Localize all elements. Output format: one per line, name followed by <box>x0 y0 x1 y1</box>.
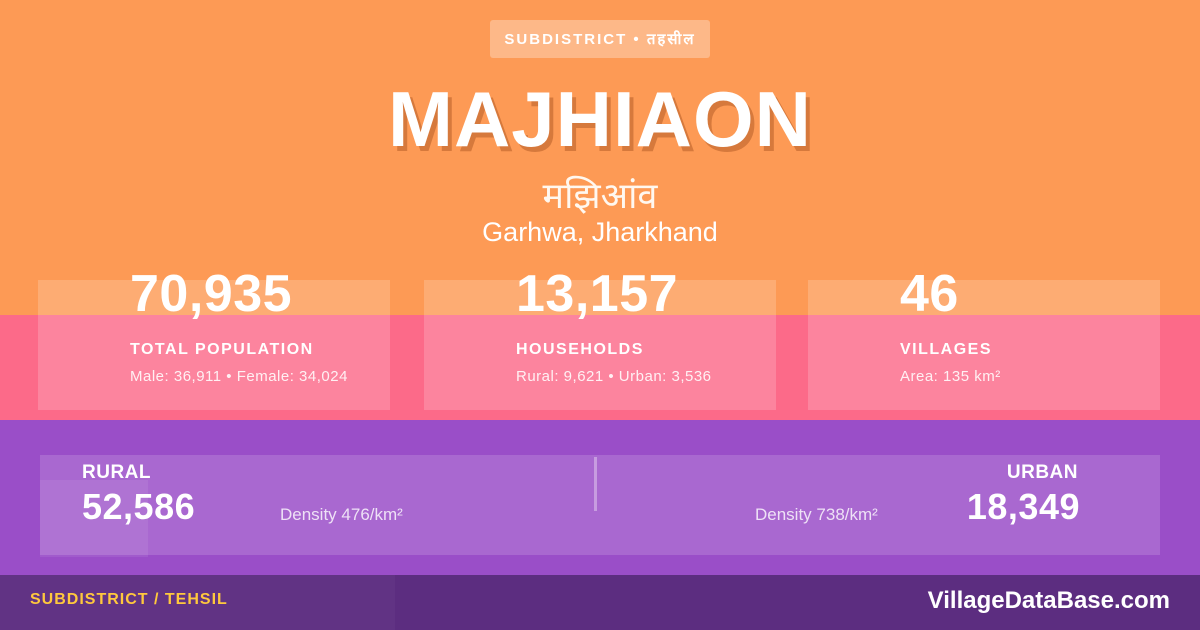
site-brand: VillageDataBase.com <box>927 587 1170 614</box>
rural-population-value: 52,586 <box>82 486 196 527</box>
stat-label: HOUSEHOLDS <box>516 341 644 358</box>
stat-value: 46 <box>900 265 959 323</box>
rural-urban-breakdown-card <box>40 455 1160 555</box>
breakdown-accent-box <box>40 480 148 557</box>
urban-density: Density 738/km² <box>755 505 878 524</box>
rural-density: Density 476/km² <box>280 505 403 524</box>
stat-detail: Area: 135 km² <box>900 368 1001 385</box>
rural-label: RURAL <box>82 462 151 483</box>
pink-band <box>0 315 1200 420</box>
district-state-location: Garhwa, Jharkhand <box>482 217 718 247</box>
footer-band <box>0 575 1200 630</box>
stat-card-households: 13,157 HOUSEHOLDS Rural: 9,621 • Urban: … <box>424 268 776 410</box>
stat-value: 13,157 <box>516 265 679 323</box>
stat-value: 70,935 <box>130 265 293 323</box>
stat-card-villages: 46 VILLAGES Area: 135 km² <box>808 268 1160 410</box>
urban-label: URBAN <box>1006 462 1078 483</box>
stat-label: TOTAL POPULATION <box>130 341 314 358</box>
stat-detail: Male: 36,911 • Female: 34,024 <box>130 368 348 385</box>
subdistrict-badge: SUBDISTRICT • तहसील <box>490 20 710 58</box>
page-title-hindi: मझिआंव <box>542 175 658 216</box>
stat-detail: Rural: 9,621 • Urban: 3,536 <box>516 368 712 385</box>
footer-entity-type: SUBDISTRICT / TEHSIL <box>30 591 228 608</box>
stat-card-total-population: 70,935 TOTAL POPULATION Male: 36,911 • F… <box>38 268 390 410</box>
stat-label: VILLAGES <box>900 341 993 358</box>
vertical-divider <box>594 457 597 511</box>
urban-population-value: 18,349 <box>966 486 1080 527</box>
subdistrict-badge-label: SUBDISTRICT • तहसील <box>504 31 696 48</box>
orange-band <box>0 0 1200 315</box>
page-title: MAJHIAON <box>387 75 812 163</box>
purple-band <box>0 420 1200 575</box>
